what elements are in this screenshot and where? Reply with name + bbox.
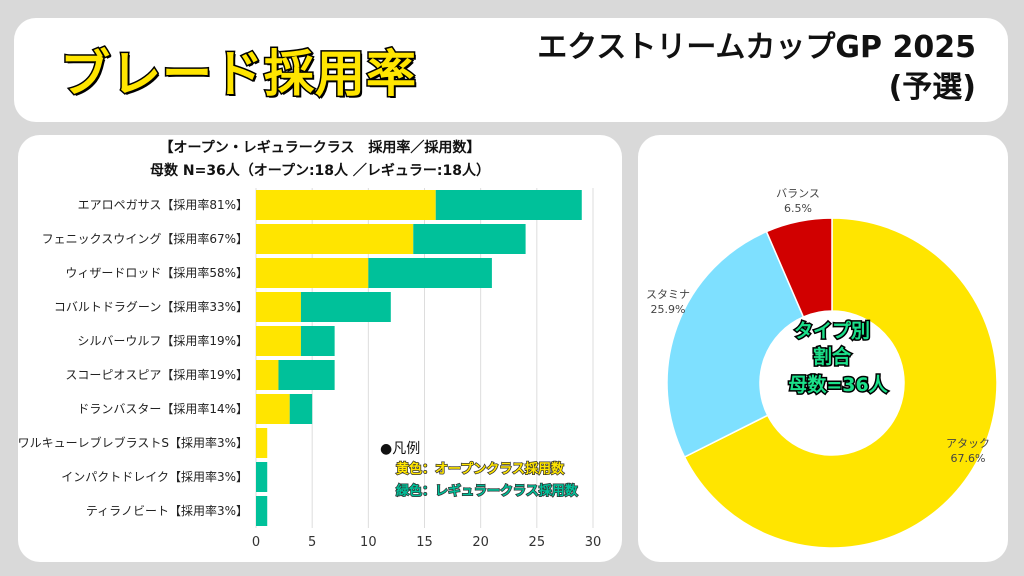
value-stamina: 25.9% xyxy=(651,303,686,316)
bar-open xyxy=(256,190,436,220)
value-attack: 67.6% xyxy=(951,452,986,465)
category-label: スコーピオスピア【採用率19%】 xyxy=(65,367,248,382)
legend-title: ●凡例 xyxy=(380,441,420,457)
x-tick-label: 15 xyxy=(416,535,433,550)
bar-regular xyxy=(278,360,335,390)
bar-open xyxy=(256,428,268,458)
x-tick-label: 30 xyxy=(585,535,602,550)
bar-regular xyxy=(300,326,335,356)
bar-regular xyxy=(413,224,526,254)
center-text-3: 母数=36人 xyxy=(788,373,888,396)
label-attack: アタック xyxy=(946,437,990,450)
x-tick-label: 20 xyxy=(472,535,489,550)
label-balance: バランス xyxy=(776,187,820,200)
chart-subtitle: 母数 N=36人（オープン:18人 ／レギュラー:18人） xyxy=(150,162,490,179)
bar-regular xyxy=(256,496,268,526)
category-label: ウィザードロッド【採用率58%】 xyxy=(65,265,248,280)
center-text-2: 割合 xyxy=(813,345,852,368)
bar-regular xyxy=(300,292,391,322)
slice-stamina xyxy=(666,230,805,458)
value-balance: 6.5% xyxy=(784,202,812,215)
category-label: ティラノビート【採用率3%】 xyxy=(86,503,248,518)
category-label: ワルキューレブレブラストS【採用率3%】 xyxy=(18,435,248,450)
bar-regular xyxy=(435,190,582,220)
event-title-line1: エクストリームカップGP 2025 xyxy=(537,30,976,65)
bar-open xyxy=(256,258,369,288)
bar-regular xyxy=(289,394,313,424)
slice-balance xyxy=(765,217,833,318)
x-tick-label: 25 xyxy=(529,535,546,550)
center-text-1: タイプ別 xyxy=(794,319,870,342)
slice-attack xyxy=(683,217,998,549)
category-label: フェニックスウイング【採用率67%】 xyxy=(42,231,248,246)
legend-regular: 緑色：レギュラークラス採用数 xyxy=(396,483,579,499)
chart-title: 【オープン・レギュラークラス 採用率／採用数】 xyxy=(160,139,481,156)
x-tick-label: 0 xyxy=(252,535,260,550)
bar-open xyxy=(256,224,414,254)
event-title: エクストリームカップGP 2025 (予選) xyxy=(537,28,976,108)
bar-regular xyxy=(368,258,492,288)
x-tick-label: 5 xyxy=(308,535,316,550)
header-card: ブレード採用率 エクストリームカップGP 2025 (予選) xyxy=(14,18,1008,122)
category-label: シルバーウルフ【採用率19%】 xyxy=(77,333,248,348)
donut-chart-card: タイプ別 割合 母数=36人 アタック 67.6% スタミナ 25.9% バラン… xyxy=(638,135,1008,562)
bar-open xyxy=(256,292,301,322)
category-label: インパクトドレイク【採用率3%】 xyxy=(61,469,248,484)
category-label: エアロペガサス【採用率81%】 xyxy=(78,197,248,212)
label-stamina: スタミナ xyxy=(646,288,690,301)
bar-open xyxy=(256,360,279,390)
donut-chart: タイプ別 割合 母数=36人 アタック 67.6% スタミナ 25.9% バラン… xyxy=(646,187,998,549)
bar-chart: 【オープン・レギュラークラス 採用率／採用数】 母数 N=36人（オープン:18… xyxy=(18,139,602,550)
category-label: ドランバスター【採用率14%】 xyxy=(77,401,248,416)
bar-open xyxy=(256,326,301,356)
page-title: ブレード採用率 xyxy=(59,44,418,105)
bar-open xyxy=(256,394,290,424)
legend-open: 黄色：オープンクラス採用数 xyxy=(396,461,565,477)
x-tick-label: 10 xyxy=(360,535,377,550)
bar-regular xyxy=(256,462,268,492)
bar-chart-card: 【オープン・レギュラークラス 採用率／採用数】 母数 N=36人（オープン:18… xyxy=(18,135,622,562)
event-title-line2: (予選) xyxy=(888,70,976,105)
category-label: コバルトドラグーン【採用率33%】 xyxy=(54,299,248,314)
